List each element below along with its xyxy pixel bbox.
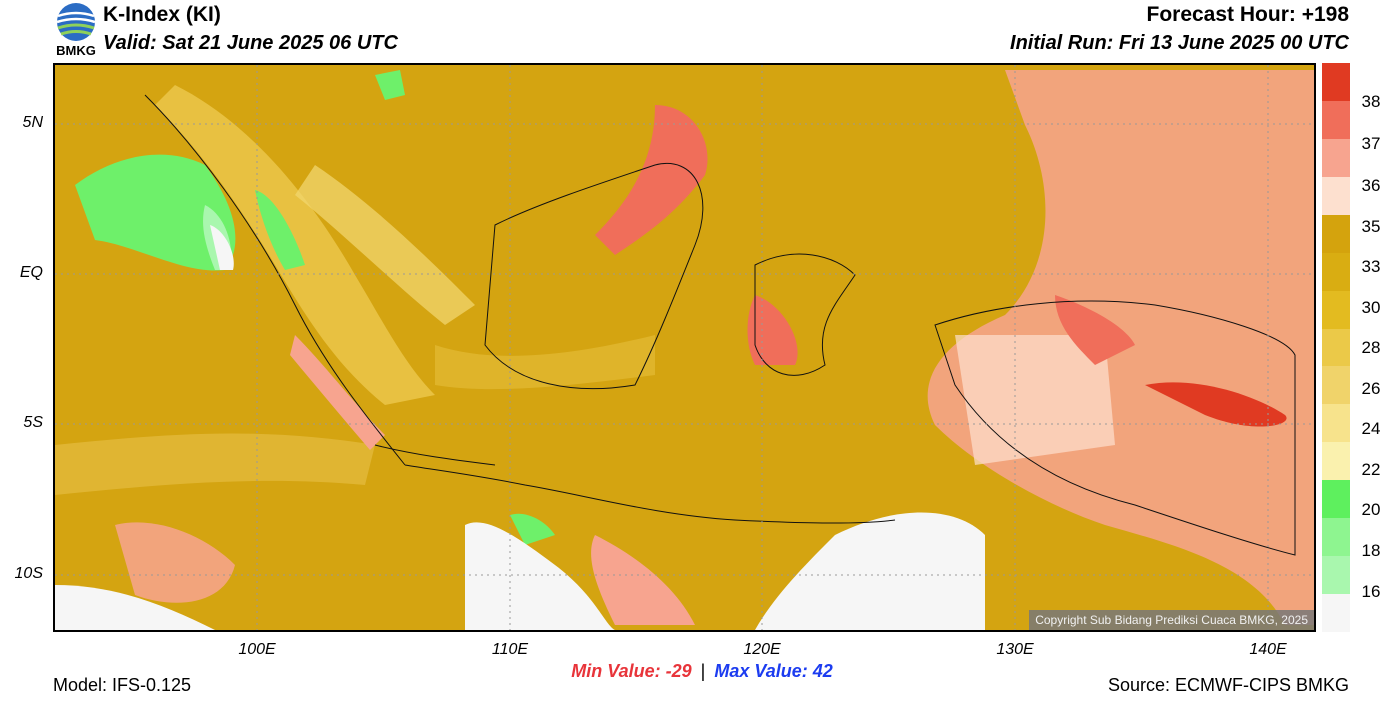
lon-label-120e: 120E (743, 641, 781, 658)
colorbar-swatch (1322, 290, 1350, 330)
initial-run: Initial Run: Fri 13 June 2025 00 UTC (1010, 32, 1349, 54)
grid-lines (55, 65, 1314, 630)
colorbar-label-18: 18 (1361, 541, 1381, 560)
lat-label-5s: 5S (23, 414, 43, 431)
source-label: Source: ECMWF-CIPS BMKG (1107, 675, 1349, 695)
chart-title: K-Index (KI) (103, 3, 221, 26)
colorbar-swatch (1322, 594, 1350, 633)
lat-label-5n: 5N (22, 114, 43, 131)
k-index-map (55, 65, 1314, 630)
colorbar-swatch (1322, 366, 1350, 405)
low-value-zones (55, 512, 985, 630)
colorbar-label-37: 37 (1361, 134, 1381, 153)
colorbar-swatch (1322, 518, 1350, 557)
valid-time: Valid: Sat 21 June 2025 06 UTC (103, 32, 398, 54)
bmkg-logo-icon (56, 3, 96, 41)
lat-label-eq: EQ (19, 264, 43, 281)
colorbar-label-20: 20 (1361, 500, 1381, 519)
colorbar-swatch (1322, 100, 1350, 140)
colorbar-label-16: 16 (1361, 582, 1381, 601)
colorbar-swatch (1322, 138, 1350, 178)
green-zones (75, 70, 555, 545)
colorbar-swatch (1322, 63, 1350, 102)
min-max-line: Min Value: -29 | Max Value: 42 (0, 661, 1400, 682)
lon-label-110e: 110E (491, 641, 529, 658)
colorbar-swatches (1322, 63, 1350, 633)
forecast-hour: Forecast Hour: +198 (1146, 3, 1350, 26)
colorbar-label-38: 38 (1361, 92, 1381, 111)
coastlines (144, 94, 1296, 556)
logo-text: BMKG (56, 43, 96, 58)
lon-label-130e: 130E (996, 641, 1034, 658)
min-value: Min Value: -29 (571, 661, 692, 681)
copyright-notice: Copyright Sub Bidang Prediksi Cuaca BMKG… (1029, 610, 1314, 630)
colorbar-swatch (1322, 556, 1350, 595)
bmkg-logo: BMKG (52, 2, 100, 60)
colorbar-swatch (1322, 176, 1350, 216)
colorbar-swatch (1322, 252, 1350, 292)
red-zones (115, 70, 1314, 625)
map-panel: Copyright Sub Bidang Prediksi Cuaca BMKG… (53, 63, 1316, 632)
lon-label-140e: 140E (1249, 641, 1287, 658)
colorbar-label-35: 35 (1361, 217, 1381, 236)
colorbar-label-22: 22 (1361, 460, 1381, 479)
max-value: Max Value: 42 (714, 661, 833, 681)
colorbar-label-28: 28 (1361, 338, 1381, 357)
colorbar-label-30: 30 (1361, 298, 1381, 317)
lat-label-10s: 10S (14, 565, 43, 582)
colorbar (1322, 63, 1350, 633)
colorbar-swatch (1322, 404, 1350, 443)
colorbar-label-26: 26 (1361, 379, 1381, 398)
colorbar-swatch (1322, 442, 1350, 481)
colorbar-label-36: 36 (1361, 176, 1381, 195)
colorbar-label-33: 33 (1361, 257, 1381, 276)
separator: | (700, 661, 706, 681)
colorbar-swatch (1322, 328, 1350, 367)
colorbar-swatch (1322, 480, 1350, 519)
lon-label-100e: 100E (238, 641, 276, 658)
colorbar-swatch (1322, 214, 1350, 254)
colorbar-label-24: 24 (1361, 419, 1381, 438)
model-label: Model: IFS-0.125 (53, 675, 192, 695)
